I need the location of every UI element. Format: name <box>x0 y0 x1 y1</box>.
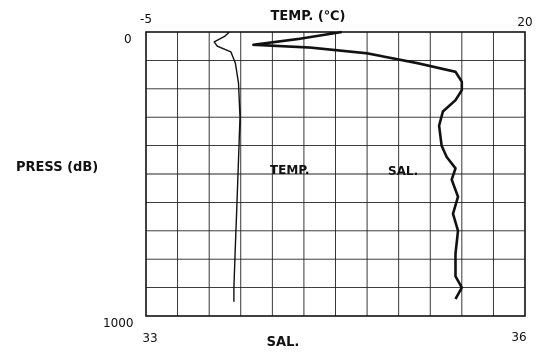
sal-tick-min: 33 <box>142 331 157 345</box>
temp-axis-label: TEMP. (℃) <box>271 9 346 24</box>
pressure-axis-label: PRESS (dB) <box>16 160 98 175</box>
pressure-tick-min: 0 <box>124 32 132 46</box>
sal-tick-max: 36 <box>511 330 526 344</box>
pressure-tick-max: 1000 <box>103 316 134 330</box>
temp-tick-max: 20 <box>517 15 532 29</box>
temp-curve-label: TEMP. <box>270 163 309 177</box>
temperature-curve <box>213 31 241 302</box>
sal-curve-label: SAL. <box>388 164 418 178</box>
temp-tick-min: -5 <box>140 12 152 26</box>
salinity-curve <box>252 30 464 300</box>
sal-axis-label: SAL. <box>267 335 300 350</box>
grid <box>146 32 525 316</box>
curves <box>213 30 464 302</box>
